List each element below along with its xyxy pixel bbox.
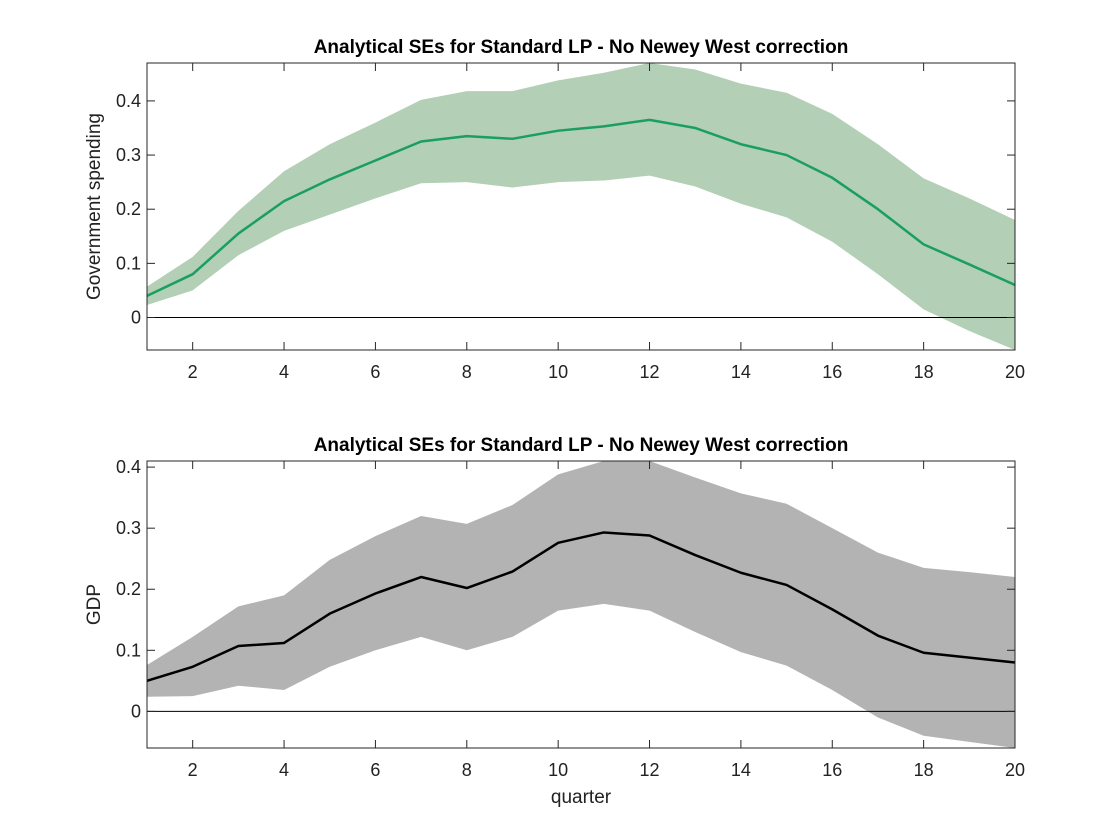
y-axis-label: GDP bbox=[84, 584, 105, 625]
x-tick-label: 20 bbox=[1005, 760, 1025, 780]
y-tick-label: 0.4 bbox=[116, 457, 141, 477]
x-tick-label: 2 bbox=[188, 760, 198, 780]
x-tick-label: 2 bbox=[188, 362, 198, 382]
x-tick-label: 18 bbox=[914, 362, 934, 382]
y-tick-label: 0 bbox=[131, 308, 141, 328]
x-tick-label: 18 bbox=[914, 760, 934, 780]
chart-title: Analytical SEs for Standard LP - No Newe… bbox=[314, 37, 849, 58]
axes-frame bbox=[146, 62, 1016, 351]
y-tick-label: 0.4 bbox=[116, 91, 141, 111]
x-tick-label: 4 bbox=[279, 362, 289, 382]
confidence-band bbox=[147, 461, 1015, 748]
plot-area bbox=[147, 461, 1015, 748]
y-axis-label: Government spending bbox=[84, 113, 105, 300]
y-tick-label: 0.1 bbox=[116, 253, 141, 273]
x-tick-label: 6 bbox=[370, 760, 380, 780]
panel-1: 2 4 6 8 10 12 14 16 18 20 0 0.1 0.2 0.3 0.4 Analytical … bbox=[84, 37, 1025, 382]
x-tick-label: 12 bbox=[640, 362, 660, 382]
y-tick-label: 0.3 bbox=[116, 145, 141, 165]
x-tick-label: 20 bbox=[1005, 362, 1025, 382]
x-tick-label: 10 bbox=[548, 760, 568, 780]
plot-area bbox=[147, 63, 1015, 350]
panel-2: 2 4 6 8 10 12 14 16 18 20 0 0.1 0.2 0.3 0.4 Analytical … bbox=[84, 435, 1025, 808]
x-tick-label: 16 bbox=[822, 760, 842, 780]
x-tick-label: 14 bbox=[731, 362, 751, 382]
impulse-response-line bbox=[147, 118, 1015, 297]
y-tick-label: 0.2 bbox=[116, 199, 141, 219]
axes-frame bbox=[146, 460, 1016, 749]
y-tick-label: 0.3 bbox=[116, 518, 141, 538]
y-tick-label: 0.1 bbox=[116, 640, 141, 660]
x-tick-label: 14 bbox=[731, 760, 751, 780]
y-tick-label: 0.2 bbox=[116, 579, 141, 599]
x-tick-label: 8 bbox=[462, 362, 472, 382]
x-axis-label: quarter bbox=[551, 787, 612, 808]
x-tick-label: 12 bbox=[640, 760, 660, 780]
x-tick-label: 6 bbox=[370, 362, 380, 382]
x-tick-label: 10 bbox=[548, 362, 568, 382]
confidence-band bbox=[147, 63, 1015, 350]
x-tick-label: 16 bbox=[822, 362, 842, 382]
chart-title: Analytical SEs for Standard LP - No Newe… bbox=[314, 435, 849, 456]
x-tick-label: 4 bbox=[279, 760, 289, 780]
impulse-response-line bbox=[147, 531, 1015, 683]
y-tick-label: 0 bbox=[131, 701, 141, 721]
x-tick-label: 8 bbox=[462, 760, 472, 780]
